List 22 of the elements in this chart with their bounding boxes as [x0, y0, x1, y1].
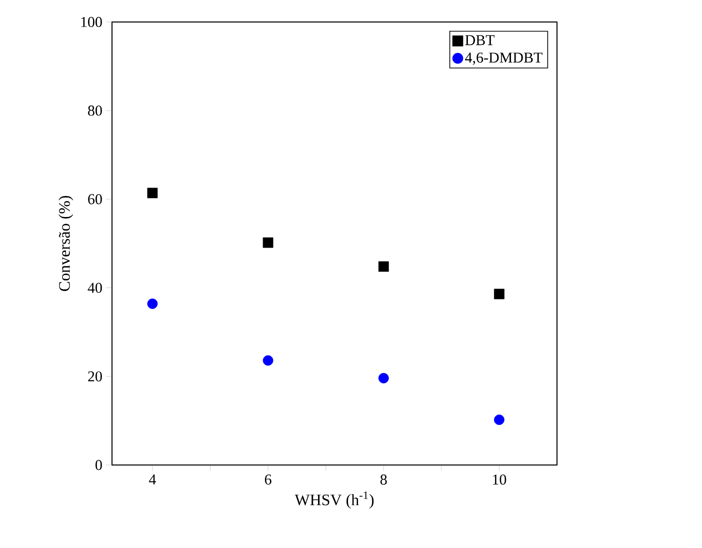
y-tick-label: 40	[88, 282, 102, 293]
y-axis-title: Conversão (%)	[58, 196, 74, 292]
x-axis-title: WHSV (h$^{-1}$)	[294, 492, 374, 509]
y-tick-label: 80	[88, 106, 102, 116]
y-tick-label: 20	[88, 371, 102, 382]
y-tick-label: 100	[81, 16, 102, 28]
point	[262, 237, 274, 248]
x-tick-label: 4	[149, 474, 156, 484]
legend-label: DBT	[465, 35, 495, 46]
point	[262, 355, 274, 366]
x-tick-label: 10	[493, 474, 506, 485]
y-tick-label: 0	[96, 460, 102, 470]
x-tick-label: 8	[380, 474, 387, 485]
point	[494, 414, 504, 425]
point	[147, 188, 158, 198]
point	[494, 288, 504, 300]
point	[378, 261, 389, 272]
point	[147, 298, 158, 309]
x-tick-label: 6	[264, 474, 272, 485]
point	[378, 372, 389, 384]
legend-label: 4,6-DMDBT	[465, 52, 542, 65]
y-tick-label: 60	[88, 194, 102, 204]
